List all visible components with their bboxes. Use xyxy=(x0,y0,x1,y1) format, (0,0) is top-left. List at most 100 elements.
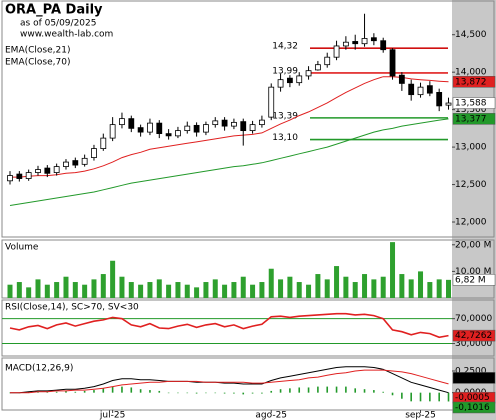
volume-bar xyxy=(371,279,377,298)
candle-body xyxy=(296,75,303,84)
histogram-bar xyxy=(354,388,357,393)
y-tick-label: 70,0000 xyxy=(455,314,492,324)
value-box xyxy=(452,401,496,414)
histogram-bar xyxy=(233,392,235,394)
candle-body xyxy=(380,40,387,51)
histogram-bar xyxy=(139,389,142,393)
histogram-bar xyxy=(195,392,198,394)
panel-title: Volume xyxy=(5,243,39,253)
histogram-bar xyxy=(186,392,189,394)
volume-bar xyxy=(362,274,368,298)
volume-bar xyxy=(166,284,172,298)
panel-frame xyxy=(1,357,495,411)
volume-bar xyxy=(296,282,302,298)
candle-body xyxy=(286,77,293,84)
candle-body xyxy=(35,169,41,173)
volume-bar xyxy=(156,279,162,298)
y-tick-label: 10,00 M xyxy=(455,267,491,277)
histogram-bar xyxy=(410,392,412,402)
candle-body xyxy=(7,175,13,182)
volume-bar xyxy=(16,282,22,298)
candle-body xyxy=(314,64,321,71)
histogram-bar xyxy=(93,390,95,393)
candle-body xyxy=(305,70,312,77)
histogram-bar xyxy=(335,386,338,393)
histogram-bar xyxy=(438,392,440,402)
candle-body xyxy=(203,124,209,133)
candle-body xyxy=(100,137,107,149)
volume-bar xyxy=(147,282,153,298)
value-box xyxy=(452,113,496,125)
volume-bar xyxy=(408,279,414,298)
volume-bar xyxy=(35,279,41,298)
y-tick-label: 0,2500 xyxy=(455,367,487,377)
volume-bar xyxy=(343,276,349,298)
volume-bar xyxy=(175,282,181,298)
candle-body xyxy=(91,148,97,158)
candle-body xyxy=(445,102,452,106)
volume-bar xyxy=(259,282,265,298)
candle-body xyxy=(417,86,424,96)
value-box xyxy=(452,97,496,109)
candle-body xyxy=(25,172,32,179)
candle-body xyxy=(137,127,144,133)
histogram-bar xyxy=(130,387,133,393)
candle-body xyxy=(249,124,256,132)
volume-bar xyxy=(231,282,237,298)
volume-bar xyxy=(324,279,330,298)
histogram-bar xyxy=(111,386,114,393)
histogram-bar xyxy=(55,391,58,393)
volume-bar xyxy=(110,260,116,298)
source: www.wealth-lab.com xyxy=(20,30,113,40)
level-label: 14,32 xyxy=(272,42,298,52)
ema-line xyxy=(9,118,449,206)
chart-title: ORA_PA Daily xyxy=(5,3,103,18)
volume-bar xyxy=(194,287,200,298)
candle-body xyxy=(408,83,415,96)
histogram-bar xyxy=(373,390,375,393)
histogram-bar xyxy=(121,386,123,393)
histogram-bar xyxy=(298,387,301,393)
volume-bar xyxy=(138,284,144,298)
candle-body xyxy=(165,133,172,137)
candle-body xyxy=(342,41,349,47)
volume-bar xyxy=(100,274,106,298)
candle-body xyxy=(175,130,181,137)
value-label: 13,377 xyxy=(455,114,487,124)
value-label: -0,1016 xyxy=(455,403,490,413)
volume-bar xyxy=(390,242,396,298)
candle-body xyxy=(398,74,405,84)
candle-body xyxy=(147,122,153,133)
histogram-bar xyxy=(74,391,77,393)
volume-bar xyxy=(287,276,293,298)
ema-line xyxy=(10,76,449,178)
candle-body xyxy=(370,37,377,42)
candle-body xyxy=(333,45,340,58)
value-box xyxy=(452,329,496,342)
volume-bar xyxy=(446,279,452,298)
histogram-bar xyxy=(149,390,151,393)
y-tick-label: 20,00 M xyxy=(455,240,491,250)
histogram-bar xyxy=(401,392,403,399)
histogram-bar xyxy=(429,392,431,402)
volume-bar xyxy=(436,279,442,298)
volume-bar xyxy=(334,266,340,298)
volume-bar xyxy=(82,284,88,298)
value-box xyxy=(452,76,496,88)
histogram-bar xyxy=(391,392,394,396)
value-label: -0,0005 xyxy=(455,393,490,403)
value-label: 13,588 xyxy=(455,99,487,109)
candle-body xyxy=(268,86,275,118)
candle-body xyxy=(81,157,88,165)
histogram-bar xyxy=(345,386,347,393)
volume-bar xyxy=(315,274,321,298)
histogram-bar xyxy=(307,387,310,393)
candle-body xyxy=(389,49,396,77)
value-box xyxy=(452,274,496,286)
volume-bar xyxy=(268,268,274,298)
histogram-bar xyxy=(223,392,226,394)
histogram-bar xyxy=(251,392,254,394)
volume-bar xyxy=(278,279,284,298)
